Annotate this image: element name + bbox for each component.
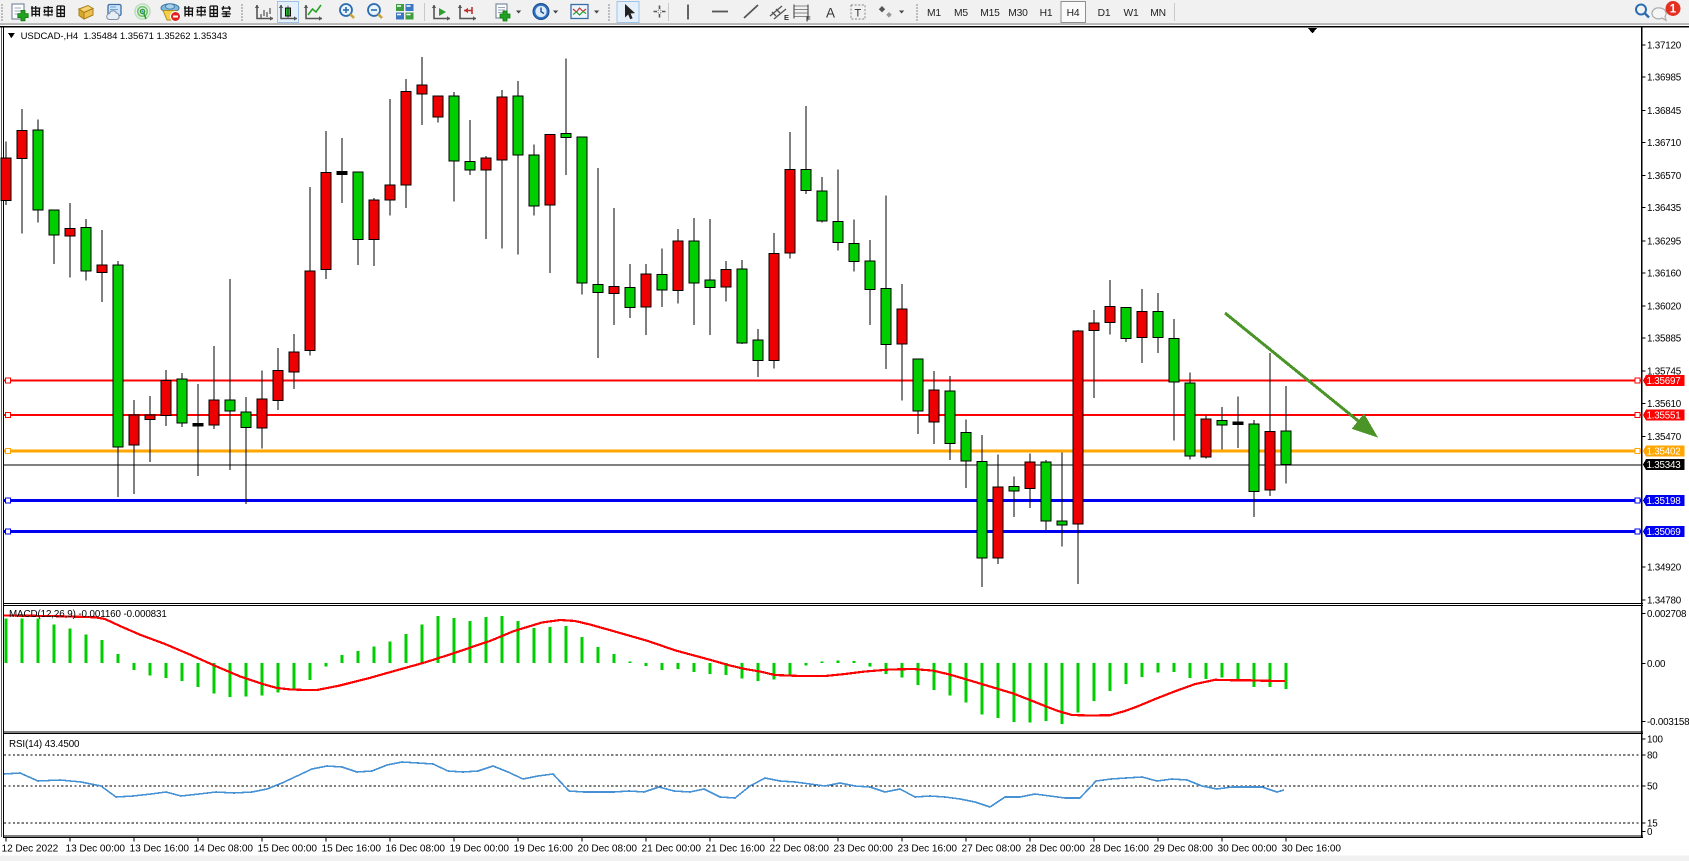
svg-text:20 Dec 08:00: 20 Dec 08:00: [578, 844, 638, 855]
svg-text:15: 15: [1647, 819, 1658, 830]
svg-text:M30: M30: [1008, 8, 1028, 19]
svg-text:M1: M1: [927, 8, 941, 19]
svg-text:1.35885: 1.35885: [1647, 334, 1682, 345]
svg-text:29 Dec 08:00: 29 Dec 08:00: [1154, 844, 1214, 855]
svg-text:80: 80: [1647, 751, 1658, 762]
svg-text:23 Dec 00:00: 23 Dec 00:00: [834, 844, 894, 855]
svg-text:M15: M15: [980, 8, 1000, 19]
svg-text:1.36435: 1.36435: [1647, 203, 1682, 214]
svg-text:30 Dec 16:00: 30 Dec 16:00: [1282, 844, 1342, 855]
svg-text:22 Dec 08:00: 22 Dec 08:00: [770, 844, 830, 855]
svg-text:1.36020: 1.36020: [1647, 302, 1682, 313]
svg-text:1.35551: 1.35551: [1647, 411, 1681, 422]
svg-text:15 Dec 16:00: 15 Dec 16:00: [322, 844, 382, 855]
svg-text:30 Dec 00:00: 30 Dec 00:00: [1218, 844, 1278, 855]
svg-text:MN: MN: [1150, 8, 1166, 19]
svg-text:21 Dec 16:00: 21 Dec 16:00: [706, 844, 766, 855]
svg-text:15 Dec 00:00: 15 Dec 00:00: [258, 844, 318, 855]
svg-text:MACD(12,26,9) -0.001160 -0.000: MACD(12,26,9) -0.001160 -0.000831: [9, 609, 167, 620]
svg-text:1.35610: 1.35610: [1647, 399, 1682, 410]
svg-text:28 Dec 00:00: 28 Dec 00:00: [1026, 844, 1086, 855]
svg-text:19 Dec 16:00: 19 Dec 16:00: [514, 844, 574, 855]
svg-text:13 Dec 00:00: 13 Dec 00:00: [66, 844, 126, 855]
svg-text:1.35745: 1.35745: [1647, 367, 1682, 378]
svg-text:1.37120: 1.37120: [1647, 41, 1682, 52]
svg-text:27 Dec 08:00: 27 Dec 08:00: [962, 844, 1022, 855]
svg-text:0.002708: 0.002708: [1647, 609, 1687, 620]
svg-text:1.35069: 1.35069: [1647, 527, 1681, 538]
svg-text:12 Dec 2022: 12 Dec 2022: [2, 844, 59, 855]
svg-text:1.35343: 1.35343: [1647, 460, 1682, 471]
svg-text:1.35402: 1.35402: [1647, 447, 1681, 458]
svg-text:19 Dec 00:00: 19 Dec 00:00: [450, 844, 510, 855]
svg-text:14 Dec 08:00: 14 Dec 08:00: [194, 844, 254, 855]
svg-text:W1: W1: [1123, 8, 1139, 19]
svg-text:1.34920: 1.34920: [1647, 563, 1682, 574]
svg-text:A: A: [826, 6, 835, 21]
svg-text:-0.003158: -0.003158: [1647, 717, 1689, 728]
svg-text:1.35470: 1.35470: [1647, 432, 1682, 443]
svg-text:H1: H1: [1040, 8, 1053, 19]
svg-text:0: 0: [1647, 827, 1653, 838]
svg-text:28 Dec 16:00: 28 Dec 16:00: [1090, 844, 1150, 855]
svg-text:1.35697: 1.35697: [1647, 376, 1681, 387]
svg-text:USDCAD-,H4 1.35484 1.35671 1.: USDCAD-,H4 1.35484 1.35671 1.35262 1.353…: [21, 31, 227, 42]
svg-text:F: F: [806, 15, 811, 24]
svg-text:0.00: 0.00: [1647, 659, 1666, 670]
svg-text:1.36985: 1.36985: [1647, 73, 1682, 84]
svg-text:1.36570: 1.36570: [1647, 171, 1682, 182]
svg-text:13 Dec 16:00: 13 Dec 16:00: [130, 844, 190, 855]
svg-text:H4: H4: [1067, 8, 1080, 19]
svg-text:1.36845: 1.36845: [1647, 106, 1682, 117]
svg-text:1: 1: [1670, 4, 1677, 16]
svg-text:M5: M5: [954, 8, 968, 19]
svg-text:D1: D1: [1098, 8, 1111, 19]
svg-text:100: 100: [1647, 735, 1663, 746]
svg-text:E: E: [784, 13, 789, 22]
svg-text:1.36710: 1.36710: [1647, 138, 1682, 149]
svg-text:T: T: [855, 8, 862, 20]
svg-text:50: 50: [1647, 782, 1658, 793]
svg-text:23 Dec 16:00: 23 Dec 16:00: [898, 844, 958, 855]
svg-text:RSI(14) 43.4500: RSI(14) 43.4500: [9, 739, 80, 750]
svg-text:1.34780: 1.34780: [1647, 596, 1682, 607]
svg-text:1.35198: 1.35198: [1647, 496, 1682, 507]
svg-text:16 Dec 08:00: 16 Dec 08:00: [386, 844, 446, 855]
svg-text:1.36160: 1.36160: [1647, 269, 1682, 280]
svg-text:21 Dec 00:00: 21 Dec 00:00: [642, 844, 702, 855]
svg-text:1.36295: 1.36295: [1647, 237, 1682, 248]
